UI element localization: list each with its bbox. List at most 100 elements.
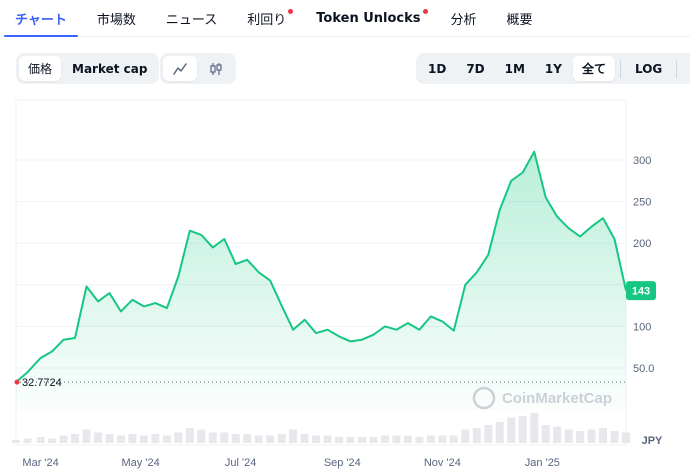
tab-news[interactable]: ニュース xyxy=(151,0,232,36)
volume-bar xyxy=(323,435,332,443)
x-tick-label: Nov '24 xyxy=(424,457,461,469)
tab-token-unlocks[interactable]: Token Unlocks xyxy=(301,0,435,36)
volume-bar xyxy=(243,434,252,443)
candlestick-icon xyxy=(210,62,222,75)
volume-bar xyxy=(357,437,366,443)
notification-dot xyxy=(288,9,294,14)
tab-chart[interactable]: チャート xyxy=(0,0,82,37)
volume-bar xyxy=(415,437,424,443)
volume-bar xyxy=(541,425,550,443)
y-tick-label: 50.0 xyxy=(633,363,654,375)
volume-bar xyxy=(403,435,412,443)
volume-bar xyxy=(289,429,298,443)
range-button-1[interactable]: 7D xyxy=(466,61,485,76)
divider xyxy=(676,59,678,78)
volume-bar xyxy=(208,432,217,443)
volume-bar xyxy=(82,429,91,443)
y-tick-label: 300 xyxy=(633,155,651,167)
volume-bar xyxy=(335,437,344,443)
volume-bar xyxy=(472,428,481,443)
volume-bar xyxy=(449,435,458,443)
tab-bar: チャート 市場数 ニュース 利回り Token Unlocks 分析 概要 xyxy=(0,0,690,37)
volume-bar xyxy=(231,434,240,443)
y-tick-label: 100 xyxy=(633,321,651,333)
coinmarketcap-logo-icon xyxy=(472,386,496,410)
range-toggle: 1D 7D 1M 1Y 全て LOG ··· xyxy=(416,53,690,84)
volume-bar xyxy=(300,434,309,443)
notification-dot xyxy=(422,9,428,14)
volume-bar xyxy=(105,434,114,443)
volume-bar xyxy=(71,434,80,443)
line-chart-button[interactable] xyxy=(163,56,197,81)
x-tick-label: Sep '24 xyxy=(324,457,361,469)
y-tick-label: 250 xyxy=(633,197,651,209)
price-button[interactable]: 価格 xyxy=(19,56,62,81)
tab-label: Token Unlocks xyxy=(316,10,421,26)
market-cap-button[interactable]: Market cap xyxy=(72,61,148,76)
volume-bar xyxy=(484,425,493,443)
more-options-button[interactable]: ··· xyxy=(682,56,690,81)
line-chart-icon xyxy=(173,62,187,75)
volume-bar xyxy=(12,440,20,443)
volume-bar xyxy=(507,417,516,443)
volume-bar xyxy=(346,437,355,443)
chart-type-toggle xyxy=(160,53,236,84)
volume-bar xyxy=(277,434,286,443)
current-price-tag: 143 xyxy=(626,281,656,301)
volume-bar xyxy=(254,435,263,443)
volume-bar xyxy=(48,438,57,443)
y-tick-label: 200 xyxy=(633,238,651,250)
watermark-text: CoinMarketCap xyxy=(502,390,612,407)
volume-bar xyxy=(392,435,401,443)
x-tick-label: Mar '24 xyxy=(22,457,58,469)
price-line xyxy=(15,150,627,383)
tab-analysis[interactable]: 分析 xyxy=(436,0,492,36)
volume-bar xyxy=(23,438,32,443)
tab-label: 市場数 xyxy=(96,12,136,28)
volume-bar xyxy=(266,435,275,443)
volume-bar xyxy=(495,422,504,443)
x-tick-label: May '24 xyxy=(122,457,160,469)
candlestick-button[interactable] xyxy=(199,56,233,81)
current-price-text: 143 xyxy=(632,286,650,298)
x-tick-label: Jan '25 xyxy=(525,457,560,469)
tab-label: ニュース xyxy=(165,12,218,28)
metric-toggle: 価格 Market cap xyxy=(16,53,160,84)
volume-bar xyxy=(622,432,630,443)
divider xyxy=(619,59,621,78)
volume-bar xyxy=(174,432,183,443)
volume-bar xyxy=(576,431,585,443)
volume-bar xyxy=(36,437,45,443)
volume-bar xyxy=(93,432,102,443)
volume-bar xyxy=(380,435,389,443)
volume-bar xyxy=(587,429,596,443)
volume-bar xyxy=(564,429,573,443)
price-chart: 32.7724 50.0 100 200 250 300 Mar '24 May '24 J… xyxy=(12,99,663,469)
tab-label: チャート xyxy=(15,12,67,28)
volume-bar xyxy=(197,429,206,443)
volume-bar xyxy=(59,435,68,443)
tab-overview[interactable]: 概要 xyxy=(492,0,548,36)
range-button-0[interactable]: 1D xyxy=(428,61,447,76)
volume-bar xyxy=(553,426,562,443)
volume-bar xyxy=(116,435,125,443)
range-button-3[interactable]: 1Y xyxy=(544,61,562,76)
volume-bar xyxy=(610,431,619,443)
tab-label: 概要 xyxy=(506,12,533,28)
tab-yield[interactable]: 利回り xyxy=(232,0,301,36)
volume-bar xyxy=(312,435,321,443)
volume-bar xyxy=(139,435,148,443)
volume-bar xyxy=(461,429,470,443)
range-button-4[interactable]: 全て xyxy=(572,56,615,81)
range-button-2[interactable]: 1M xyxy=(504,61,525,76)
volume-bar xyxy=(426,435,435,443)
volume-bar xyxy=(220,432,229,443)
price-area xyxy=(16,151,626,410)
x-tick-label: Jul '24 xyxy=(225,457,256,469)
volume-bar xyxy=(518,416,527,443)
tab-label: 分析 xyxy=(450,12,477,28)
tab-markets[interactable]: 市場数 xyxy=(82,0,151,36)
low-price-label: 32.7724 xyxy=(22,377,62,389)
log-scale-button[interactable]: LOG xyxy=(634,61,663,76)
volume-bar xyxy=(185,428,194,443)
